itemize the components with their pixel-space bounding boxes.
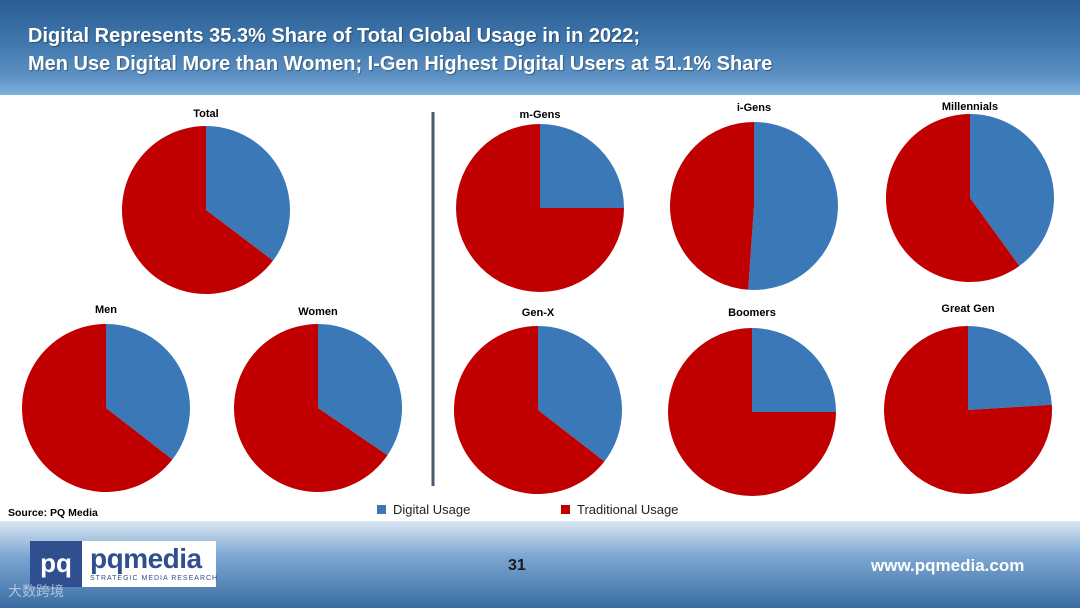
pie-title: Boomers [728, 307, 776, 319]
pie-charts-area: Total Men Women m-Gens i-Gens Millennials Gen-… [21, 101, 1054, 496]
pq-media-logo: pq pqmedia STRATEGIC MEDIA RESEARCH [30, 541, 219, 587]
pie-slice-digital [106, 324, 190, 460]
pie-chart-m-gens: m-Gens [456, 109, 624, 292]
pie-slice-traditional [668, 328, 836, 496]
pie-slice-traditional [233, 324, 388, 492]
logo-wordmark: pqmedia [90, 543, 202, 574]
legend-item-traditional: Traditional Usage [561, 502, 678, 517]
pie-chart-men: Men [21, 304, 190, 492]
pie-slice-digital [970, 114, 1054, 266]
legend-swatch-traditional [561, 505, 570, 514]
pie-slice-digital [540, 124, 624, 208]
logo-tagline: STRATEGIC MEDIA RESEARCH [90, 575, 219, 582]
pie-title: Great Gen [941, 303, 994, 315]
pie-slice-digital [538, 326, 622, 462]
legend-swatch-digital [377, 505, 386, 514]
website-url: www.pqmedia.com [871, 556, 1025, 575]
legend-label-digital: Digital Usage [393, 502, 471, 517]
title-banner: Digital Represents 35.3% Share of Total … [0, 0, 1080, 95]
logo-mark: pq [30, 541, 82, 587]
page-number: 31 [508, 557, 526, 574]
pie-slice-digital [752, 328, 836, 412]
pie-slice-traditional [21, 323, 173, 492]
pie-chart-women: Women [233, 306, 402, 492]
source-note: Source: PQ Media [8, 507, 98, 519]
legend-label-traditional: Traditional Usage [577, 502, 679, 517]
pie-title: Total [193, 108, 218, 120]
pie-chart-boomers: Boomers [668, 307, 836, 496]
pie-slice-traditional [669, 121, 754, 290]
pie-title: m-Gens [520, 109, 561, 121]
pie-title: Men [95, 304, 117, 316]
pie-slice-traditional [453, 326, 605, 494]
title-line-2: Men Use Digital More than Women; I-Gen H… [28, 53, 773, 75]
pie-slice-traditional [885, 114, 1020, 283]
pie-title: i-Gens [737, 102, 771, 114]
pie-chart-gen-x: Gen-X [453, 307, 622, 494]
pie-slice-digital [748, 122, 838, 290]
pie-slice-digital [318, 324, 402, 456]
pie-title: Millennials [942, 101, 998, 113]
legend-item-digital: Digital Usage [377, 502, 470, 517]
watermark: 大数跨境 [8, 583, 64, 599]
pie-title: Gen-X [522, 307, 555, 319]
pie-slice-digital [968, 326, 1052, 410]
pie-slice-digital [206, 126, 290, 261]
pie-chart-millennials: Millennials [885, 101, 1054, 283]
title-line-1: Digital Represents 35.3% Share of Total … [28, 25, 641, 47]
pie-chart-great-gen: Great Gen [883, 303, 1052, 495]
footer-bar: pq pqmedia STRATEGIC MEDIA RESEARCH 31 w… [0, 521, 1080, 608]
pie-slice-traditional [883, 326, 1052, 495]
pie-slice-traditional [456, 124, 624, 292]
pie-slice-traditional [121, 125, 274, 294]
pie-chart-total: Total [121, 108, 290, 294]
pie-chart-i-gens: i-Gens [669, 102, 838, 290]
pie-title: Women [298, 306, 338, 318]
